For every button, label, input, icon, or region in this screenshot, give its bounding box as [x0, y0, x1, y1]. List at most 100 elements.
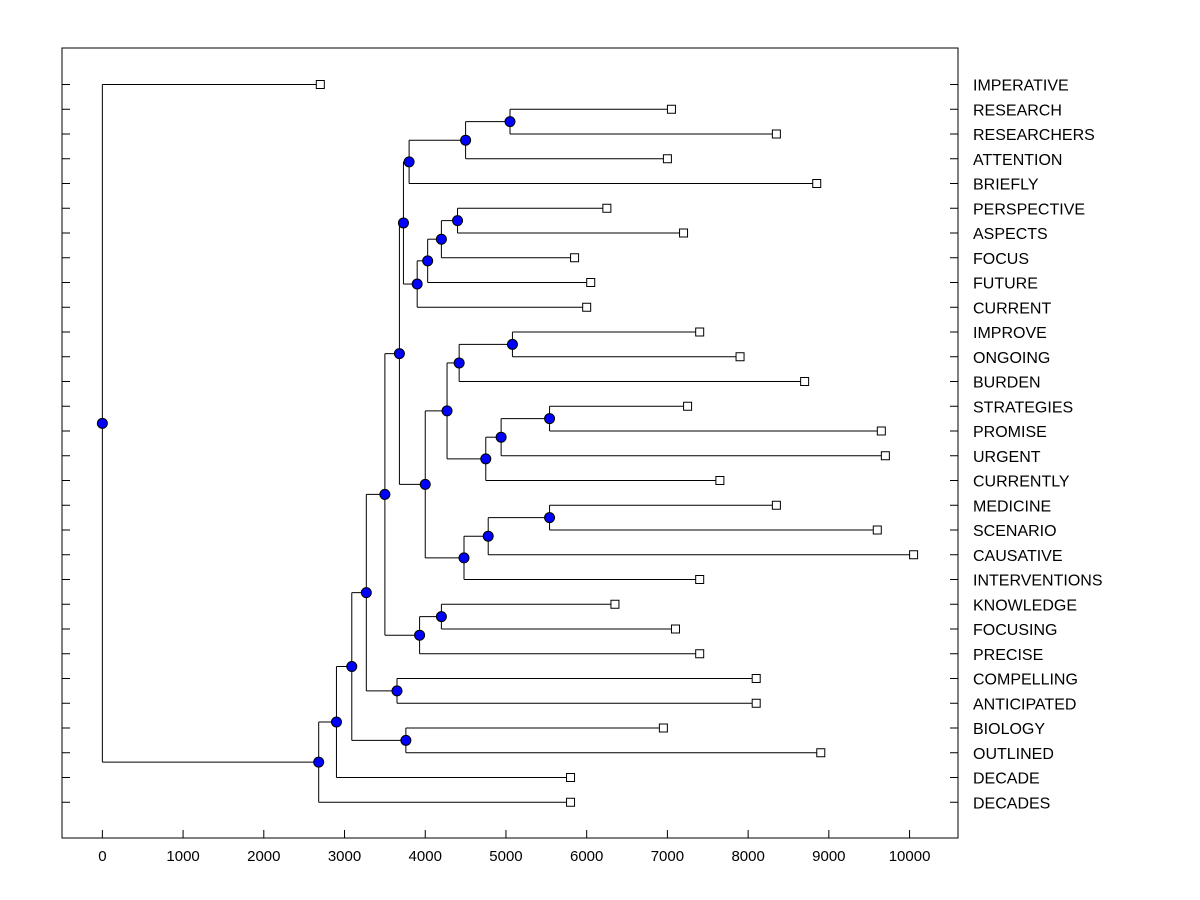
leaf-label: IMPROVE [973, 325, 1047, 342]
leaf-marker [909, 550, 919, 560]
leaf-label: CURRENTLY [973, 474, 1070, 491]
leaf-label: RESEARCHERS [973, 127, 1095, 144]
leaf-label: FOCUSING [973, 622, 1057, 639]
merge-node [422, 255, 434, 267]
merge-node [330, 716, 342, 728]
leaf-label: DECADES [973, 795, 1050, 812]
x-tick-label: 4000 [409, 848, 442, 865]
merge-node [504, 116, 516, 128]
leaf-label: ANTICIPATED [973, 696, 1076, 713]
merge-node [452, 215, 464, 227]
leaf-marker [816, 748, 826, 758]
leaf-label: PRECISE [973, 647, 1043, 664]
merge-node [435, 233, 447, 245]
x-tick-label: 3000 [328, 848, 361, 865]
merge-node [414, 629, 426, 641]
leaf-marker [695, 327, 705, 337]
leaf-marker [812, 179, 822, 188]
leaf-marker [582, 302, 592, 312]
merge-node [400, 734, 412, 746]
leaf-marker [586, 278, 596, 287]
leaf-marker [735, 352, 745, 362]
leaf-marker [751, 698, 761, 708]
merge-node [379, 488, 391, 500]
leaf-marker [679, 228, 689, 238]
leaf-label: OUTLINED [973, 746, 1054, 763]
leaf-marker [695, 649, 705, 659]
leaf-label: INTERVENTIONS [973, 573, 1103, 590]
leaf-label: ASPECTS [973, 226, 1048, 243]
merge-node [453, 357, 465, 369]
leaf-label: BIOLOGY [973, 721, 1045, 738]
leaf-marker [566, 797, 576, 807]
leaf-labels-group: IMPERATIVE RESEARCH RESEARCHERS ATTENTION BR… [973, 78, 1103, 813]
leaf-marker [876, 426, 886, 436]
leaf-marker [800, 377, 810, 386]
merge-node [441, 405, 453, 417]
leaf-label: ATTENTION [973, 152, 1062, 169]
merge-node [480, 453, 492, 465]
right-tick-marks [950, 84, 958, 803]
leaf-marker [666, 104, 676, 114]
merge-node [397, 217, 409, 229]
leaf-marker [771, 500, 781, 510]
leaf-label: COMPELLING [973, 672, 1078, 689]
leaf-marker [610, 599, 620, 609]
leaf-label: ONGOING [973, 350, 1050, 367]
merge-node [419, 478, 431, 490]
leaf-label: URGENT [973, 449, 1041, 466]
leaf-label: PERSPECTIVE [973, 201, 1085, 218]
leaf-marker [771, 129, 781, 139]
leaf-marker [695, 575, 705, 584]
merge-node [544, 413, 556, 425]
leaf-markers-group [315, 80, 919, 807]
leaf-label: FUTURE [973, 276, 1038, 293]
leaf-label: RESEARCH [973, 102, 1062, 119]
merge-node [360, 587, 372, 599]
leaf-marker [566, 773, 576, 782]
x-tick-label: 9000 [812, 848, 845, 865]
merge-node [391, 685, 403, 697]
leaf-label: MEDICINE [973, 498, 1051, 515]
leaf-label: BRIEFLY [973, 177, 1039, 194]
leaf-marker [570, 253, 580, 263]
leaf-label: BURDEN [973, 375, 1041, 392]
merge-node [411, 278, 423, 290]
merge-node [544, 512, 556, 524]
leaf-marker [658, 723, 668, 733]
leaf-label: SCENARIO [973, 523, 1057, 540]
merge-node [506, 338, 518, 350]
x-tick-label: 8000 [731, 848, 764, 865]
x-tick-label: 2000 [247, 848, 280, 865]
merge-node [403, 156, 415, 168]
leaf-marker [683, 401, 693, 411]
node-markers-group [96, 116, 556, 768]
leaf-label: STRATEGIES [973, 399, 1073, 416]
merge-node [458, 552, 470, 564]
leaf-label: DECADE [973, 771, 1040, 788]
x-tick-label: 7000 [651, 848, 684, 865]
x-tick-label: 5000 [489, 848, 522, 865]
merge-node [313, 756, 325, 768]
leaf-marker [751, 674, 761, 683]
leaf-marker [880, 451, 890, 461]
leaf-label: KNOWLEDGE [973, 597, 1077, 614]
leaf-label: CURRENT [973, 300, 1051, 317]
x-tick-label: 0 [98, 848, 106, 865]
leaf-label: IMPERATIVE [973, 78, 1069, 95]
plot-frame [61, 47, 959, 839]
merge-node [495, 431, 507, 443]
x-tick-label: 1000 [166, 848, 199, 865]
leaf-marker [670, 624, 680, 634]
merge-node [435, 611, 447, 623]
merge-node [460, 134, 472, 146]
leaf-label: FOCUS [973, 251, 1029, 268]
merge-node [393, 348, 405, 360]
leaf-marker [715, 476, 725, 485]
leaf-marker [315, 80, 325, 89]
x-tick-label: 10000 [889, 848, 931, 865]
leaf-marker [602, 203, 612, 213]
leaf-marker [662, 154, 672, 164]
merge-node [482, 530, 494, 542]
